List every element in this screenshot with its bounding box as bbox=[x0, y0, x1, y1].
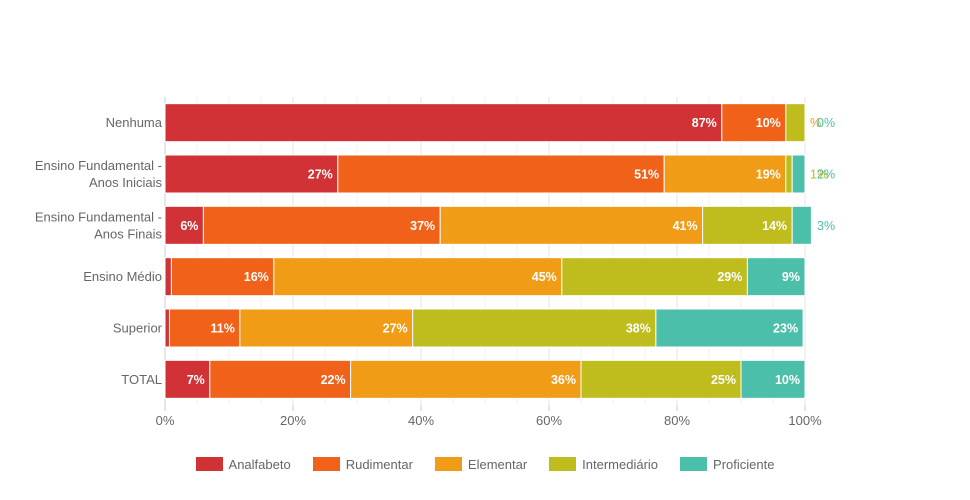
data-label: 10% bbox=[756, 116, 781, 130]
data-label: 36% bbox=[551, 373, 576, 387]
legend-label: Proficiente bbox=[713, 456, 775, 472]
bar-segment[interactable] bbox=[663, 154, 787, 194]
legend-label: Intermediário bbox=[582, 456, 659, 472]
legend-swatch bbox=[680, 457, 708, 471]
data-label: 29% bbox=[717, 270, 742, 284]
data-label: 27% bbox=[308, 168, 333, 182]
category-label: Ensino Fundamental -Anos Iniciais bbox=[35, 158, 163, 190]
data-label: 38% bbox=[626, 322, 651, 336]
bar-segment[interactable] bbox=[202, 205, 441, 245]
bar-segment[interactable] bbox=[721, 103, 787, 143]
data-label: 16% bbox=[244, 270, 269, 284]
data-label: % bbox=[810, 116, 821, 130]
data-label: 2% bbox=[817, 168, 835, 182]
legend-swatch bbox=[549, 457, 577, 471]
category-label: TOTAL bbox=[121, 372, 162, 387]
data-label: 1% bbox=[810, 168, 828, 182]
bar-segment[interactable] bbox=[791, 205, 812, 245]
bar-segment[interactable] bbox=[439, 205, 704, 245]
category-label: Ensino Fundamental -Anos Finais bbox=[35, 209, 163, 241]
data-label: 27% bbox=[383, 322, 408, 336]
legend-item[interactable]: Proficiente bbox=[680, 452, 774, 476]
data-label: 11% bbox=[211, 322, 235, 336]
x-tick-label: 20% bbox=[280, 413, 306, 428]
data-label: 22% bbox=[321, 373, 346, 387]
category-label: Superior bbox=[113, 321, 163, 336]
legend-swatch bbox=[312, 457, 340, 471]
x-tick-label: 100% bbox=[788, 413, 822, 428]
legend-swatch bbox=[195, 457, 223, 471]
legend-label: Rudimentar bbox=[345, 456, 413, 472]
data-label: 9% bbox=[782, 270, 800, 284]
data-label: 37% bbox=[410, 219, 435, 233]
data-label: 3% bbox=[817, 219, 835, 233]
bar-segment[interactable] bbox=[164, 359, 211, 399]
bar-segment[interactable] bbox=[785, 103, 806, 143]
x-tick-label: 60% bbox=[536, 413, 562, 428]
bar-segment[interactable] bbox=[655, 308, 804, 348]
bar-segment[interactable] bbox=[170, 257, 275, 297]
data-label: 45% bbox=[532, 270, 557, 284]
data-label: 7% bbox=[187, 373, 205, 387]
data-label: 0% bbox=[817, 116, 835, 130]
category-label: Ensino Médio bbox=[83, 269, 162, 284]
bar-segment[interactable] bbox=[785, 154, 793, 194]
bar-segment[interactable] bbox=[164, 257, 172, 297]
bar-segment[interactable] bbox=[337, 154, 665, 194]
bar-segment[interactable] bbox=[791, 154, 806, 194]
data-label: 51% bbox=[634, 168, 659, 182]
bar-segment[interactable] bbox=[164, 154, 339, 194]
bar-segment[interactable] bbox=[209, 359, 352, 399]
data-label: 25% bbox=[711, 373, 736, 387]
x-tick-label: 40% bbox=[408, 413, 434, 428]
bar-segment[interactable] bbox=[702, 205, 793, 245]
bar-segment[interactable] bbox=[580, 359, 742, 399]
legend-label: Elementar bbox=[467, 456, 528, 472]
legend-item[interactable]: Rudimentar bbox=[312, 452, 413, 476]
legend: Analfabeto Rudimentar Elementar Intermediár… bbox=[0, 452, 970, 476]
data-label: 6% bbox=[180, 219, 198, 233]
bar-segment[interactable] bbox=[561, 257, 748, 297]
legend-item[interactable]: Intermediário bbox=[549, 452, 658, 476]
bar-segment[interactable] bbox=[164, 103, 723, 143]
legend-item[interactable]: Elementar bbox=[434, 452, 528, 476]
data-label: 23% bbox=[773, 322, 798, 336]
data-label: 19% bbox=[756, 168, 781, 182]
x-tick-label: 80% bbox=[664, 413, 690, 428]
bar-segment[interactable] bbox=[273, 257, 563, 297]
bar-segment[interactable] bbox=[740, 359, 806, 399]
data-label: 10% bbox=[775, 373, 800, 387]
legend-item[interactable]: Analfabeto bbox=[195, 452, 291, 476]
x-tick-label: 0% bbox=[156, 413, 175, 428]
bar-segment[interactable] bbox=[412, 308, 657, 348]
bar-segment[interactable] bbox=[746, 257, 806, 297]
bar-segment[interactable] bbox=[350, 359, 582, 399]
bar-segment[interactable] bbox=[164, 308, 170, 348]
legend-swatch bbox=[434, 457, 462, 471]
legend-label: Analfabeto bbox=[228, 456, 291, 472]
data-label: 14% bbox=[762, 219, 787, 233]
bar-segment[interactable] bbox=[164, 205, 204, 245]
category-label: Nenhuma bbox=[106, 115, 163, 130]
data-label: 41% bbox=[673, 219, 698, 233]
data-label: 87% bbox=[692, 116, 717, 130]
